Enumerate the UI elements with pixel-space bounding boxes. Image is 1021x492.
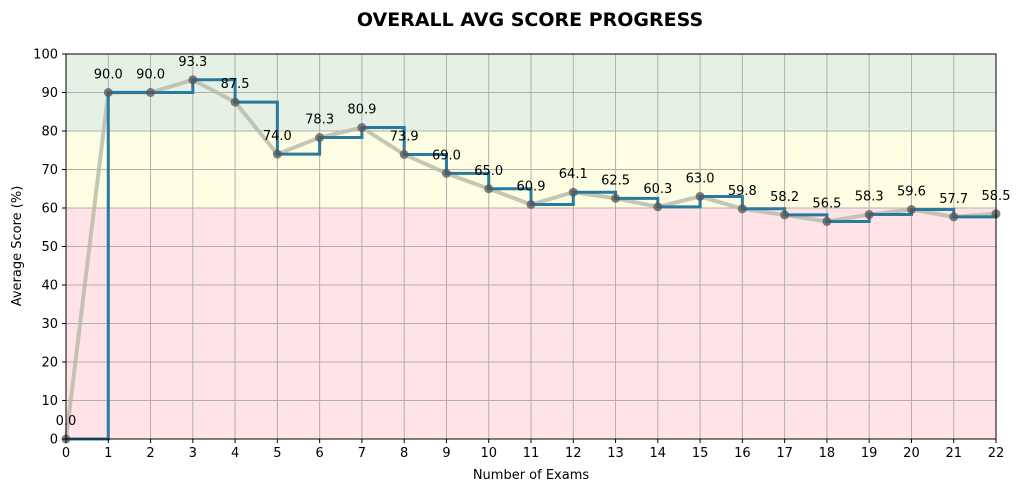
data-point-19 bbox=[864, 210, 874, 220]
x-tick-label-8: 8 bbox=[400, 446, 408, 461]
data-label-7: 80.9 bbox=[347, 103, 376, 118]
y-tick-label-8: 80 bbox=[41, 125, 58, 140]
data-label-2: 90.0 bbox=[136, 68, 165, 83]
data-label-19: 58.3 bbox=[855, 190, 884, 205]
x-tick-label-15: 15 bbox=[692, 446, 709, 461]
data-point-4 bbox=[230, 97, 240, 107]
data-label-9: 69.0 bbox=[432, 148, 461, 163]
y-tick-label-10: 100 bbox=[33, 48, 58, 63]
x-axis-label: Number of Exams bbox=[473, 468, 590, 483]
x-tick-label-13: 13 bbox=[607, 446, 624, 461]
x-tick-label-19: 19 bbox=[861, 446, 878, 461]
chart-title: OVERALL AVG SCORE PROGRESS bbox=[357, 9, 703, 31]
data-label-5: 74.0 bbox=[263, 129, 292, 144]
y-tick-label-7: 70 bbox=[41, 163, 58, 178]
data-point-18 bbox=[822, 216, 832, 226]
data-point-13 bbox=[611, 193, 621, 203]
x-axis-ticks: 0 1 2 3 4 5 6 7 8 9 10 11 12 13 14 15 16 17 18 19 20 21 22 bbox=[62, 439, 1004, 461]
data-label-13: 62.5 bbox=[601, 173, 630, 188]
x-tick-label-18: 18 bbox=[819, 446, 836, 461]
x-tick-label-10: 10 bbox=[480, 446, 497, 461]
data-point-6 bbox=[315, 133, 325, 143]
x-tick-label-12: 12 bbox=[565, 446, 582, 461]
y-axis-label: Average Score (%) bbox=[10, 186, 25, 307]
x-tick-label-11: 11 bbox=[523, 446, 540, 461]
data-label-15: 63.0 bbox=[686, 171, 715, 186]
x-tick-label-3: 3 bbox=[189, 446, 197, 461]
y-axis-ticks: 0 10 20 30 40 50 60 70 80 90 100 bbox=[33, 48, 66, 448]
data-point-10 bbox=[484, 184, 494, 194]
y-tick-label-3: 30 bbox=[41, 317, 58, 332]
x-tick-label-9: 9 bbox=[442, 446, 450, 461]
data-label-17: 58.2 bbox=[770, 190, 799, 205]
data-point-5 bbox=[272, 149, 282, 159]
y-tick-label-5: 50 bbox=[41, 240, 58, 255]
y-tick-label-0: 0 bbox=[50, 433, 58, 448]
data-point-15 bbox=[695, 191, 705, 201]
data-label-20: 59.6 bbox=[897, 185, 926, 200]
data-label-16: 59.8 bbox=[728, 184, 757, 199]
data-point-14 bbox=[653, 202, 663, 212]
data-label-8: 73.9 bbox=[390, 129, 419, 144]
y-tick-label-9: 90 bbox=[41, 86, 58, 101]
data-markers bbox=[61, 75, 1001, 444]
x-tick-label-16: 16 bbox=[734, 446, 751, 461]
data-point-9 bbox=[441, 168, 451, 178]
x-tick-label-21: 21 bbox=[945, 446, 962, 461]
x-tick-label-17: 17 bbox=[776, 446, 793, 461]
data-point-16 bbox=[737, 204, 747, 214]
data-label-3: 93.3 bbox=[178, 55, 207, 70]
x-tick-label-2: 2 bbox=[146, 446, 154, 461]
x-tick-label-22: 22 bbox=[988, 446, 1005, 461]
data-point-12 bbox=[568, 187, 578, 197]
data-point-7 bbox=[357, 123, 367, 133]
data-point-11 bbox=[526, 200, 536, 210]
step-line-layer bbox=[66, 78, 998, 441]
data-point-21 bbox=[949, 212, 959, 222]
x-tick-label-6: 6 bbox=[315, 446, 323, 461]
x-tick-label-20: 20 bbox=[903, 446, 920, 461]
x-tick-label-1: 1 bbox=[104, 446, 112, 461]
y-tick-label-4: 40 bbox=[41, 279, 58, 294]
data-point-20 bbox=[906, 205, 916, 215]
x-tick-label-0: 0 bbox=[62, 446, 70, 461]
y-tick-label-1: 10 bbox=[41, 394, 58, 409]
data-label-4: 87.5 bbox=[221, 77, 250, 92]
data-label-1: 90.0 bbox=[94, 68, 123, 83]
data-label-6: 78.3 bbox=[305, 113, 334, 128]
data-label-14: 60.3 bbox=[643, 182, 672, 197]
data-label-11: 60.9 bbox=[517, 180, 546, 195]
x-tick-label-4: 4 bbox=[231, 446, 239, 461]
data-point-17 bbox=[780, 210, 790, 220]
grid-lines bbox=[65, 53, 997, 440]
data-label-18: 56.5 bbox=[812, 196, 841, 211]
y-tick-label-2: 20 bbox=[41, 356, 58, 371]
data-label-21: 57.7 bbox=[939, 192, 968, 207]
x-tick-label-14: 14 bbox=[650, 446, 667, 461]
x-tick-label-7: 7 bbox=[358, 446, 366, 461]
data-point-2 bbox=[146, 88, 156, 97]
data-label-12: 64.1 bbox=[559, 167, 588, 182]
step-line bbox=[66, 78, 998, 441]
data-point-8 bbox=[399, 149, 409, 159]
y-tick-label-6: 60 bbox=[41, 202, 58, 217]
data-point-3 bbox=[188, 75, 198, 85]
x-tick-label-5: 5 bbox=[273, 446, 281, 461]
data-point-1 bbox=[103, 88, 113, 97]
data-label-10: 65.0 bbox=[474, 164, 503, 179]
